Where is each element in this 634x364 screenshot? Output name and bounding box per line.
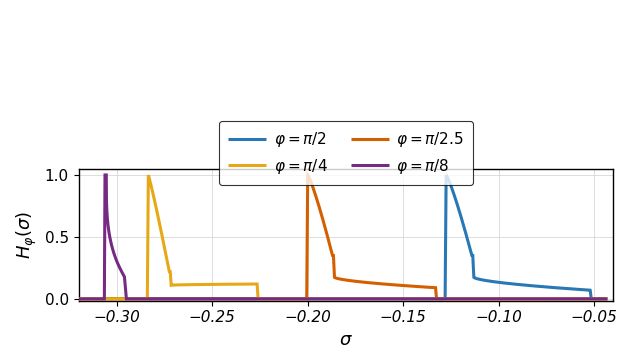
$\varphi = \pi/8$ [493, 297, 501, 301]
$\varphi = \pi/8$ [407, 297, 415, 301]
$\varphi = \pi/2$ [493, 280, 501, 284]
Line: $\varphi = \pi/2$: $\varphi = \pi/2$ [69, 175, 607, 299]
$\varphi = \pi/8$ [65, 297, 73, 301]
$\varphi = \pi/2$ [384, 297, 391, 301]
$\varphi = \pi/2$ [260, 297, 268, 301]
$\varphi = \pi/2.5$ [407, 284, 415, 288]
$\varphi = \pi/4$ [145, 173, 152, 177]
$\varphi = \pi/2.5$ [93, 297, 100, 301]
$\varphi = \pi/2$ [465, 240, 472, 244]
$\varphi = \pi/8$ [384, 297, 391, 301]
$\varphi = \pi/4$ [384, 297, 391, 301]
$\varphi = \pi/2.5$ [65, 297, 73, 301]
$\varphi = \pi/4$ [93, 297, 100, 301]
Y-axis label: $H_{\varphi}(\sigma)$: $H_{\varphi}(\sigma)$ [15, 211, 39, 259]
$\varphi = \pi/4$ [493, 297, 501, 301]
Line: $\varphi = \pi/2.5$: $\varphi = \pi/2.5$ [69, 175, 607, 299]
$\varphi = \pi/4$ [407, 297, 415, 301]
$\varphi = \pi/2$ [443, 173, 450, 177]
$\varphi = \pi/8$ [101, 173, 109, 177]
$\varphi = \pi/8$ [93, 297, 100, 301]
X-axis label: $\sigma$: $\sigma$ [339, 331, 353, 349]
Line: $\varphi = \pi/4$: $\varphi = \pi/4$ [69, 175, 607, 299]
$\varphi = \pi/8$ [465, 297, 472, 301]
$\varphi = \pi/4$ [65, 297, 73, 301]
$\varphi = \pi/4$ [465, 297, 472, 301]
Legend: $\varphi = \pi/2$, $\varphi = \pi/4$, $\varphi = \pi/2.5$, $\varphi = \pi/8$: $\varphi = \pi/2$, $\varphi = \pi/4$, $\… [219, 121, 473, 185]
$\varphi = \pi/2.5$ [384, 282, 391, 286]
$\varphi = \pi/2$ [604, 297, 611, 301]
$\varphi = \pi/8$ [604, 297, 611, 301]
$\varphi = \pi/2.5$ [304, 173, 311, 177]
$\varphi = \pi/2$ [93, 297, 100, 301]
$\varphi = \pi/4$ [604, 297, 611, 301]
$\varphi = \pi/2.5$ [465, 297, 472, 301]
$\varphi = \pi/4$ [260, 297, 268, 301]
Line: $\varphi = \pi/8$: $\varphi = \pi/8$ [69, 175, 607, 299]
$\varphi = \pi/2$ [65, 297, 73, 301]
$\varphi = \pi/2.5$ [260, 297, 268, 301]
$\varphi = \pi/2$ [407, 297, 415, 301]
$\varphi = \pi/2.5$ [493, 297, 501, 301]
$\varphi = \pi/8$ [260, 297, 268, 301]
$\varphi = \pi/2.5$ [604, 297, 611, 301]
